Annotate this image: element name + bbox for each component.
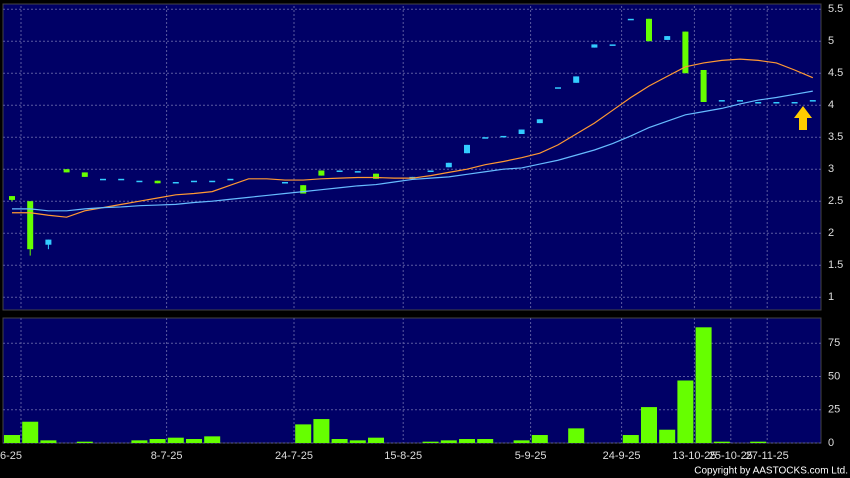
volume-bar (204, 436, 221, 443)
volume-bar (641, 407, 657, 443)
candle-body (172, 182, 179, 184)
volume-bar (659, 429, 676, 443)
y-tick-label: 2 (828, 227, 834, 239)
candle-body (591, 44, 598, 48)
volume-bar (422, 441, 439, 443)
candle-body (81, 172, 88, 177)
y-tick-label: 5 (828, 35, 834, 47)
volume-bar (4, 435, 20, 443)
x-tick-label: 8-7-25 (151, 450, 183, 462)
y-tick-label: 75 (828, 337, 840, 349)
x-tick-label: 25-10-25 (709, 450, 753, 462)
volume-bar (513, 440, 530, 443)
candle-body (500, 135, 507, 138)
x-tick-label: 27-11-25 (746, 450, 789, 462)
y-tick-label: 4 (828, 99, 834, 111)
volume-bar (76, 441, 93, 443)
candle-body (809, 100, 816, 102)
candle-body (536, 119, 543, 124)
volume-bar (368, 437, 384, 443)
volume-bar (750, 441, 767, 443)
volume-bar (131, 440, 148, 443)
candle-body (773, 102, 780, 104)
volume-bar (713, 441, 730, 443)
candle-body (755, 102, 762, 104)
candle-body (573, 76, 580, 83)
volume-bar (695, 327, 712, 443)
x-tick-label: 6-25 (0, 450, 22, 462)
candle-body (227, 178, 234, 181)
candle-body (737, 100, 743, 102)
y-tick-label: 5.5 (828, 3, 843, 15)
volume-bar (440, 440, 457, 443)
volume-bar (167, 437, 184, 443)
candle-body (682, 31, 689, 74)
candle-body (154, 180, 161, 184)
x-tick-label: 24-9-25 (603, 450, 641, 462)
candle-body (718, 100, 725, 102)
volume-bar (331, 439, 348, 443)
candle-body (27, 201, 34, 250)
volume-bar (622, 435, 639, 443)
price-panel (2, 3, 822, 311)
candle-body (136, 180, 143, 183)
x-tick-label: 24-7-25 (275, 450, 313, 462)
candle-body (482, 137, 489, 139)
candle-body (318, 170, 325, 176)
volume-bar (531, 435, 548, 443)
y-tick-label: 3 (828, 163, 834, 175)
volume-bar (186, 439, 202, 443)
ma-line (12, 90, 813, 212)
candle-body (336, 170, 343, 172)
volume-bar (295, 424, 312, 443)
copyright: Copyright by AASTOCKS.com Ltd. (694, 466, 848, 477)
candle-body (627, 18, 634, 21)
y-tick-label: 25 (828, 404, 840, 416)
volume-bar (677, 380, 694, 443)
candle-body (191, 180, 197, 183)
candle-body (118, 178, 125, 181)
y-tick-label: 1 (828, 291, 834, 303)
x-tick-label: 13-10-25 (672, 450, 716, 462)
y-tick-label: 4.5 (828, 67, 843, 79)
candle-body (700, 70, 707, 102)
candle-body (445, 162, 452, 168)
volume-bar (40, 440, 57, 443)
volume-bar (22, 421, 39, 443)
candle-body (791, 102, 798, 104)
volume-bar (568, 428, 585, 443)
y-tick-label: 50 (828, 370, 840, 382)
candle-body (609, 44, 616, 46)
candle-body (664, 36, 671, 40)
y-tick-label: 1.5 (828, 259, 843, 271)
candle-body (373, 173, 379, 179)
candle-body (209, 180, 216, 183)
candle-body (354, 171, 361, 173)
arrow-marker (794, 106, 812, 130)
candle-body (63, 169, 70, 173)
candle-body (518, 129, 525, 134)
plot-layer: 1 1.5 2 2.5 3 3.5 4 4.5 5 5.5 0 25 50 75 6-25 8-7-25 24-… (0, 3, 843, 462)
candle-body (427, 170, 434, 172)
candle-body (45, 239, 52, 245)
candle-body (9, 196, 15, 200)
candle-body (646, 18, 652, 42)
y-tick-label: 0 (828, 437, 834, 449)
candle-body (555, 87, 561, 89)
volume-bar (149, 439, 166, 443)
volume-bar (349, 440, 366, 443)
candle-body (464, 144, 470, 154)
candle-body (300, 185, 307, 194)
volume-bar (313, 419, 330, 443)
x-tick-label: 15-8-25 (384, 450, 422, 462)
y-tick-label: 3.5 (828, 131, 843, 143)
volume-bar (459, 439, 475, 443)
ma-line (12, 58, 814, 218)
x-tick-label: 5-9-25 (515, 450, 547, 462)
volume-bar (477, 439, 494, 443)
candle-body (282, 182, 288, 184)
candle-body (100, 178, 106, 181)
y-tick-label: 2.5 (828, 195, 843, 207)
